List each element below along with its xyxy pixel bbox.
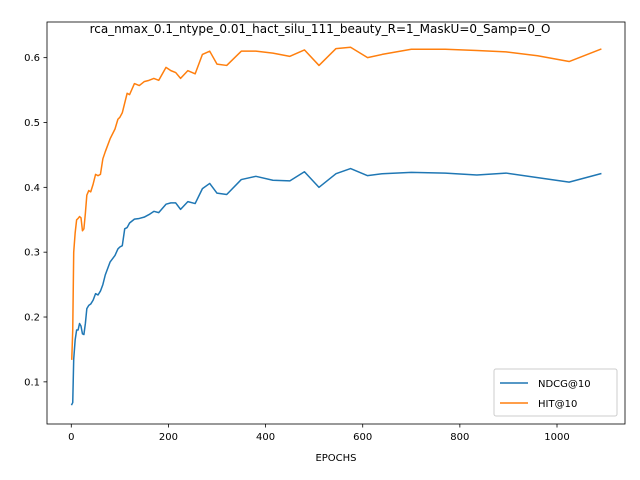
- y-tick-label: 0.1: [24, 377, 40, 388]
- legend-label: NDCG@10: [538, 379, 591, 390]
- legend-label: HIT@10: [538, 399, 577, 410]
- y-tick-label: 0.4: [24, 183, 40, 194]
- chart-title: rca_nmax_0.1_ntype_0.01_hact_silu_111_be…: [90, 22, 551, 36]
- series-line-ndcg-10: [70, 167, 602, 406]
- legend-box: [493, 368, 618, 417]
- x-tick-label: 600: [353, 432, 372, 443]
- x-tick-label: 800: [450, 432, 469, 443]
- x-tick-label: 400: [256, 432, 275, 443]
- plot-area: [70, 46, 602, 406]
- y-tick-label: 0.3: [24, 248, 40, 259]
- x-axis: 0 200 400 600 800 1000: [68, 424, 570, 443]
- y-tick-label: 0.6: [24, 53, 40, 64]
- legend: NDCG@10 HIT@10: [493, 368, 618, 417]
- axes-frame: [46, 21, 626, 425]
- y-tick-label: 0.5: [24, 118, 40, 129]
- x-axis-label: EPOCHS: [315, 453, 356, 464]
- series-line-hit-10: [70, 46, 602, 360]
- x-tick-label: 200: [159, 432, 178, 443]
- y-tick-label: 0.2: [24, 313, 40, 324]
- x-tick-label: 1000: [544, 432, 569, 443]
- y-axis: 0.1 0.2 0.3 0.4 0.5 0.6: [24, 53, 47, 388]
- x-tick-label: 0: [68, 432, 74, 443]
